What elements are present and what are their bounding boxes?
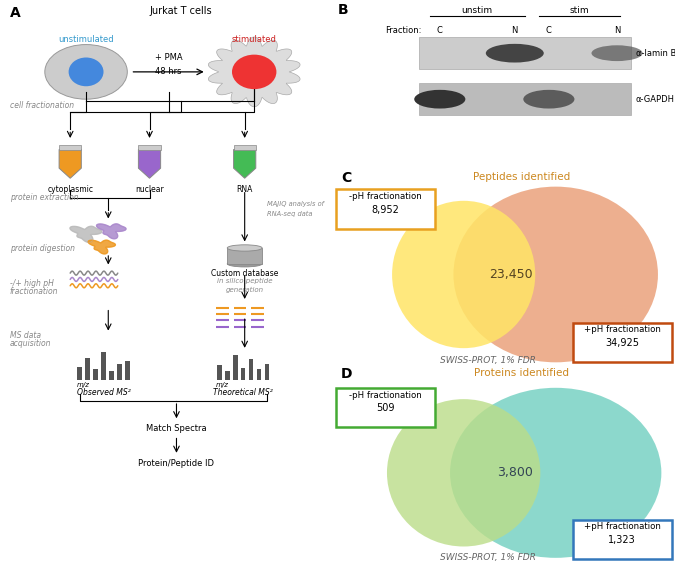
FancyBboxPatch shape (336, 189, 435, 229)
FancyBboxPatch shape (572, 323, 672, 362)
Ellipse shape (450, 388, 662, 558)
Ellipse shape (486, 44, 544, 63)
Text: unstim: unstim (462, 6, 493, 15)
Text: 8,952: 8,952 (371, 205, 399, 215)
Bar (217, 365, 221, 380)
Text: Jurkat T cells: Jurkat T cells (150, 6, 213, 16)
Text: 509: 509 (376, 404, 394, 413)
Polygon shape (88, 240, 115, 254)
Text: acquisition: acquisition (10, 339, 51, 348)
Text: 3,800: 3,800 (497, 466, 533, 480)
Text: α-lamin B1: α-lamin B1 (636, 49, 675, 58)
Text: -/+ high pH: -/+ high pH (10, 279, 54, 288)
Polygon shape (138, 150, 161, 178)
Text: 34,925: 34,925 (605, 338, 639, 348)
Text: Fraction:: Fraction: (385, 26, 422, 35)
Ellipse shape (591, 45, 643, 61)
Bar (93, 369, 98, 380)
Ellipse shape (392, 201, 535, 348)
Text: m/z: m/z (216, 382, 229, 388)
Polygon shape (234, 150, 256, 178)
Bar (248, 359, 253, 380)
Text: α-GAPDH: α-GAPDH (636, 95, 675, 103)
Bar (85, 358, 90, 380)
Ellipse shape (232, 55, 277, 89)
Text: cell fractionation: cell fractionation (10, 101, 74, 110)
Text: B: B (338, 3, 348, 17)
Text: RNA-seq data: RNA-seq data (267, 211, 313, 217)
Polygon shape (97, 224, 126, 239)
Bar (109, 371, 114, 380)
Text: generation: generation (225, 287, 264, 293)
Text: RNA: RNA (236, 185, 253, 194)
Text: stimulated: stimulated (232, 34, 277, 44)
Text: cytoplasmic: cytoplasmic (47, 185, 93, 194)
Bar (234, 145, 256, 150)
Bar (419, 37, 630, 69)
Bar (419, 83, 630, 115)
Text: D: D (341, 366, 352, 381)
Text: 23,450: 23,450 (489, 268, 533, 281)
Ellipse shape (454, 187, 658, 362)
Ellipse shape (414, 90, 465, 109)
Bar (241, 368, 246, 380)
Text: MS data: MS data (10, 331, 41, 340)
Bar (256, 369, 261, 380)
Text: N: N (614, 26, 620, 35)
Bar (125, 361, 130, 380)
Bar (138, 145, 161, 150)
Text: +pH fractionation: +pH fractionation (584, 523, 661, 531)
Bar (59, 145, 81, 150)
Text: SWISS-PROT, 1% FDR: SWISS-PROT, 1% FDR (439, 356, 535, 365)
Text: in silico peptide: in silico peptide (217, 278, 273, 285)
Ellipse shape (45, 45, 128, 99)
Text: Theoretical MS²: Theoretical MS² (213, 388, 273, 397)
Text: 48 hrs: 48 hrs (155, 67, 182, 76)
Ellipse shape (523, 90, 574, 109)
Text: +pH fractionation: +pH fractionation (584, 325, 661, 335)
Text: fractionation: fractionation (10, 288, 59, 297)
Text: protein digestion: protein digestion (10, 244, 75, 254)
Text: Protein/Peptide ID: Protein/Peptide ID (138, 459, 215, 467)
FancyBboxPatch shape (336, 388, 435, 427)
Text: C: C (437, 26, 443, 35)
Polygon shape (59, 150, 81, 178)
Text: Match Spectra: Match Spectra (146, 424, 207, 433)
Text: unstimulated: unstimulated (58, 34, 114, 44)
Bar (233, 355, 238, 380)
Text: A: A (10, 6, 21, 20)
Text: -pH fractionation: -pH fractionation (349, 192, 422, 201)
Text: 1,323: 1,323 (608, 535, 636, 545)
Text: -pH fractionation: -pH fractionation (349, 390, 422, 400)
Polygon shape (70, 227, 102, 242)
FancyBboxPatch shape (572, 520, 672, 559)
Text: C: C (341, 171, 351, 185)
Text: N: N (512, 26, 518, 35)
Text: m/z: m/z (76, 382, 89, 388)
Text: Peptides identified: Peptides identified (473, 172, 570, 182)
Polygon shape (209, 37, 300, 107)
Text: stim: stim (570, 6, 589, 15)
Text: Proteins identified: Proteins identified (474, 368, 569, 378)
Text: Custom database: Custom database (211, 269, 278, 278)
Text: nuclear: nuclear (135, 185, 164, 194)
Text: Observed MS²: Observed MS² (77, 388, 130, 397)
Text: C: C (546, 26, 552, 35)
Bar (117, 364, 122, 380)
Text: + PMA: + PMA (155, 53, 182, 62)
Ellipse shape (227, 245, 262, 251)
Text: MAJIQ analysis of: MAJIQ analysis of (267, 201, 324, 207)
Bar (78, 367, 82, 380)
Text: protein extraction: protein extraction (10, 193, 78, 202)
Bar (101, 352, 106, 380)
Bar (227, 248, 262, 264)
Ellipse shape (227, 260, 262, 267)
Bar (225, 371, 230, 380)
Text: SWISS-PROT, 1% FDR: SWISS-PROT, 1% FDR (439, 553, 535, 562)
Ellipse shape (387, 399, 541, 546)
Bar (265, 364, 269, 380)
Ellipse shape (69, 58, 103, 86)
